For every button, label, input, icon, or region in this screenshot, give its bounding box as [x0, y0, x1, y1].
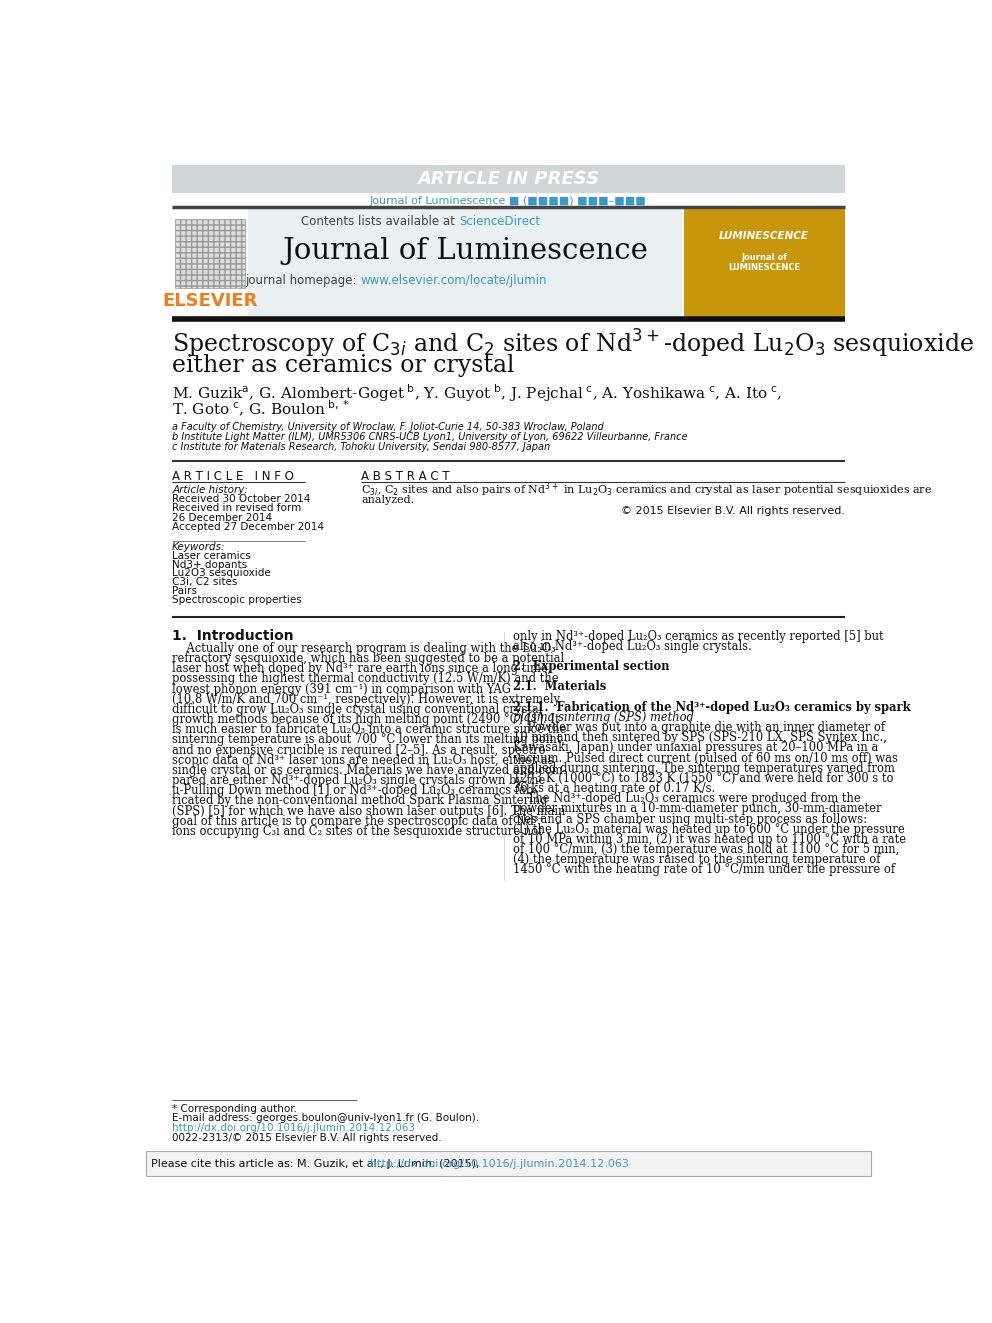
Bar [146, 1151, 871, 1176]
Text: T. Goto$^{\rm\ c}$, G. Boulon$^{\rm\ b,*}$: T. Goto$^{\rm\ c}$, G. Boulon$^{\rm\ b,*… [172, 400, 349, 419]
Text: powder mixtures in a 10-mm-diameter punch, 30-mm-diameter: powder mixtures in a 10-mm-diameter punc… [513, 803, 882, 815]
Text: (SPS) [5] for which we have also shown laser outputs [6]. The main: (SPS) [5] for which we have also shown l… [172, 804, 565, 818]
Text: sintering temperature is about 700 °C lower than its melting point,: sintering temperature is about 700 °C lo… [172, 733, 565, 746]
Bar [683, 208, 845, 319]
Text: LUMINESCENCE: LUMINESCENCE [719, 230, 809, 241]
Text: a Faculty of Chemistry, University of Wroclaw, F. Joliot-Curie 14, 50-383 Wrocla: a Faculty of Chemistry, University of Wr… [172, 422, 604, 431]
Text: plasma sintering (SPS) method: plasma sintering (SPS) method [513, 710, 694, 724]
Text: of 100 °C/min, (3) the temperature was hold at 1100 °C for 5 min,: of 100 °C/min, (3) the temperature was h… [513, 843, 900, 856]
Text: Journal of Luminescence ■ (■■■■) ■■■–■■■: Journal of Luminescence ■ (■■■■) ■■■–■■■ [370, 196, 647, 206]
Text: applied during sintering. The sintering temperatures varied from: applied during sintering. The sintering … [513, 762, 895, 775]
Text: scopic data of Nd³⁺ laser ions are needed in Lu₂O₃ host, either as: scopic data of Nd³⁺ laser ions are neede… [172, 754, 554, 767]
Text: Lu2O3 sesquioxide: Lu2O3 sesquioxide [172, 569, 271, 578]
Text: μ-Pulling Down method [1] or Nd³⁺-doped Lu₂O₃ ceramics fab-: μ-Pulling Down method [1] or Nd³⁺-doped … [172, 785, 538, 798]
Bar [248, 208, 682, 319]
Text: Nd3+ dopants: Nd3+ dopants [172, 560, 247, 569]
Text: either as ceramics or crystal: either as ceramics or crystal [172, 353, 515, 377]
Text: The Nd³⁺-doped Lu₂O₃ ceramics were produced from the: The Nd³⁺-doped Lu₂O₃ ceramics were produ… [513, 792, 861, 806]
Text: Received 30 October 2014: Received 30 October 2014 [172, 493, 310, 504]
Text: (1) the Lu₂O₃ material was heated up to 600 °C under the pressure: (1) the Lu₂O₃ material was heated up to … [513, 823, 905, 836]
Text: Laser ceramics: Laser ceramics [172, 550, 251, 561]
Text: E-mail address: georges.boulon@univ-lyon1.fr (G. Boulon).: E-mail address: georges.boulon@univ-lyon… [172, 1113, 479, 1123]
Text: Spectroscopy of C$_{3i}$ and C$_{2}$ sites of Nd$^{3+}$-doped Lu$_{2}$O$_{3}$ se: Spectroscopy of C$_{3i}$ and C$_{2}$ sit… [172, 328, 974, 360]
Text: Actually one of our research program is dealing with the Lu₂O₃: Actually one of our research program is … [172, 642, 556, 655]
Text: 2.1.1.  Fabrication of the Nd³⁺-doped Lu₂O₃ ceramics by spark: 2.1.1. Fabrication of the Nd³⁺-doped Lu₂… [513, 701, 911, 714]
Text: analyzed.: analyzed. [361, 495, 415, 505]
Text: 10 mm and then sintered by SPS (SPS-210 LX, SPS Syntex Inc.,: 10 mm and then sintered by SPS (SPS-210 … [513, 732, 887, 745]
Text: is much easier to fabricate Lu₂O₃ into a ceramic structure since the: is much easier to fabricate Lu₂O₃ into a… [172, 724, 566, 737]
Text: Pairs: Pairs [172, 586, 197, 597]
Text: only in Nd³⁺-doped Lu₂O₃ ceramics as recently reported [5] but: only in Nd³⁺-doped Lu₂O₃ ceramics as rec… [513, 630, 884, 643]
Text: Journal of Luminescence: Journal of Luminescence [282, 237, 648, 265]
Text: ricated by the non-conventional method Spark Plasma Sintering: ricated by the non-conventional method S… [172, 794, 548, 807]
Text: 1450 °C with the heating rate of 10 °C/min under the pressure of: 1450 °C with the heating rate of 10 °C/m… [513, 864, 895, 876]
Text: 1.  Introduction: 1. Introduction [172, 630, 294, 643]
Text: http://dx.doi.org/10.1016/j.jlumin.2014.12.063: http://dx.doi.org/10.1016/j.jlumin.2014.… [370, 1159, 629, 1168]
Text: 26 December 2014: 26 December 2014 [172, 512, 272, 523]
Bar [172, 208, 248, 319]
Text: Keywords:: Keywords: [172, 542, 225, 552]
Text: goal of this article is to compare the spectroscopic data of Nd³⁺: goal of this article is to compare the s… [172, 815, 545, 828]
Text: Journal of
LUMINESCENCE: Journal of LUMINESCENCE [728, 253, 801, 273]
Text: and no expensive crucible is required [2–5]. As a result, spectro-: and no expensive crucible is required [2… [172, 744, 550, 757]
Text: © 2015 Elsevier B.V. All rights reserved.: © 2015 Elsevier B.V. All rights reserved… [621, 507, 845, 516]
Text: A R T I C L E   I N F O: A R T I C L E I N F O [172, 470, 294, 483]
Text: b Institute Light Matter (ILM), UMR5306 CNRS-UCB Lyon1, University of Lyon, 6962: b Institute Light Matter (ILM), UMR5306 … [172, 431, 687, 442]
Text: (4) the temperature was raised to the sintering temperature of: (4) the temperature was raised to the si… [513, 853, 881, 867]
Text: http://dx.doi.org/10.1016/j.jlumin.2014.12.063: http://dx.doi.org/10.1016/j.jlumin.2014.… [172, 1123, 415, 1134]
Text: (10.8 W/m/K and 700 cm⁻¹, respectively). However, it is extremely: (10.8 W/m/K and 700 cm⁻¹, respectively).… [172, 693, 560, 705]
Text: ScienceDirect: ScienceDirect [458, 216, 540, 229]
Text: www.elsevier.com/locate/jlumin: www.elsevier.com/locate/jlumin [360, 274, 547, 287]
Text: laser host when doped by Nd³⁺ rare earth ions since a long time,: laser host when doped by Nd³⁺ rare earth… [172, 663, 552, 675]
Text: ARTICLE IN PRESS: ARTICLE IN PRESS [418, 169, 599, 188]
Text: single crystal or as ceramics. Materials we have analyzed and com-: single crystal or as ceramics. Materials… [172, 763, 566, 777]
Text: Article history:: Article history: [172, 484, 248, 495]
Text: 1273 K (1000 °C) to 1823 K (1550 °C) and were held for 300 s to: 1273 K (1000 °C) to 1823 K (1550 °C) and… [513, 771, 894, 785]
Text: c Institute for Materials Research, Tohoku University, Sendai 980-8577, Japan: c Institute for Materials Research, Toho… [172, 442, 551, 451]
Text: 0022-2313/© 2015 Elsevier B.V. All rights reserved.: 0022-2313/© 2015 Elsevier B.V. All right… [172, 1134, 441, 1143]
Text: difficult to grow Lu₂O₃ single crystal using conventional crystal: difficult to grow Lu₂O₃ single crystal u… [172, 703, 543, 716]
Text: 2.  Experimental section: 2. Experimental section [513, 660, 670, 673]
Bar [176, 218, 245, 288]
Text: Kawasaki, Japan) under uniaxial pressures at 20–100 MPa in a: Kawasaki, Japan) under uniaxial pressure… [513, 741, 878, 754]
Text: M. Guzik$^{\rm a}$, G. Alombert-Goget$^{\rm\ b}$, Y. Guyot$^{\rm\ b}$, J. Pejcha: M. Guzik$^{\rm a}$, G. Alombert-Goget$^{… [172, 382, 782, 405]
Text: * Corresponding author.: * Corresponding author. [172, 1103, 297, 1114]
Bar [172, 165, 845, 193]
Text: C$_{3i}$, C$_{2}$ sites and also pairs of Nd$^{3+}$ in Lu$_{2}$O$_{3}$ ceramics : C$_{3i}$, C$_{2}$ sites and also pairs o… [361, 480, 932, 499]
Text: A B S T R A C T: A B S T R A C T [361, 470, 449, 483]
Text: Accepted 27 December 2014: Accepted 27 December 2014 [172, 521, 324, 532]
Text: dies and a SPS chamber using multi-step process as follows:: dies and a SPS chamber using multi-step … [513, 812, 867, 826]
Text: ions occupying C₃i and C₂ sites of the sesquioxide structure not: ions occupying C₃i and C₂ sites of the s… [172, 826, 543, 837]
Text: also in Nd³⁺-doped Lu₂O₃ single crystals.: also in Nd³⁺-doped Lu₂O₃ single crystals… [513, 640, 752, 652]
Text: journal homepage:: journal homepage: [245, 274, 360, 287]
Text: Spectroscopic properties: Spectroscopic properties [172, 595, 302, 605]
Text: of 10 MPa within 3 min, (2) it was heated up to 1100 °C with a rate: of 10 MPa within 3 min, (2) it was heate… [513, 833, 906, 845]
Text: vacuum. Pulsed direct current (pulsed of 60 ms on/10 ms off) was: vacuum. Pulsed direct current (pulsed of… [513, 751, 898, 765]
Text: Powder was put into a graphite die with an inner diameter of: Powder was put into a graphite die with … [513, 721, 885, 734]
Text: ELSEVIER: ELSEVIER [163, 292, 258, 310]
Text: refractory sesquioxide, which has been suggested to be a potential: refractory sesquioxide, which has been s… [172, 652, 564, 665]
Text: Please cite this article as: M. Guzik, et al., J. Lumin. (2015),: Please cite this article as: M. Guzik, e… [151, 1159, 483, 1168]
Text: pared are either Nd³⁺-doped Lu₂O₃ single crystals grown by the: pared are either Nd³⁺-doped Lu₂O₃ single… [172, 774, 546, 787]
Text: possessing the highest thermal conductivity (12.5 W/m/K) and the: possessing the highest thermal conductiv… [172, 672, 558, 685]
Text: Contents lists available at: Contents lists available at [302, 216, 458, 229]
Text: growth methods because of its high melting point (2490 °C) [1]. It: growth methods because of its high melti… [172, 713, 559, 726]
Text: Received in revised form: Received in revised form [172, 503, 302, 513]
Text: 36 ks at a heating rate of 0.17 K/s.: 36 ks at a heating rate of 0.17 K/s. [513, 782, 715, 795]
Text: C3i, C2 sites: C3i, C2 sites [172, 577, 237, 587]
Text: lowest phonon energy (391 cm⁻¹) in comparison with YAG: lowest phonon energy (391 cm⁻¹) in compa… [172, 683, 511, 696]
Text: 2.1.  Materials: 2.1. Materials [513, 680, 606, 693]
